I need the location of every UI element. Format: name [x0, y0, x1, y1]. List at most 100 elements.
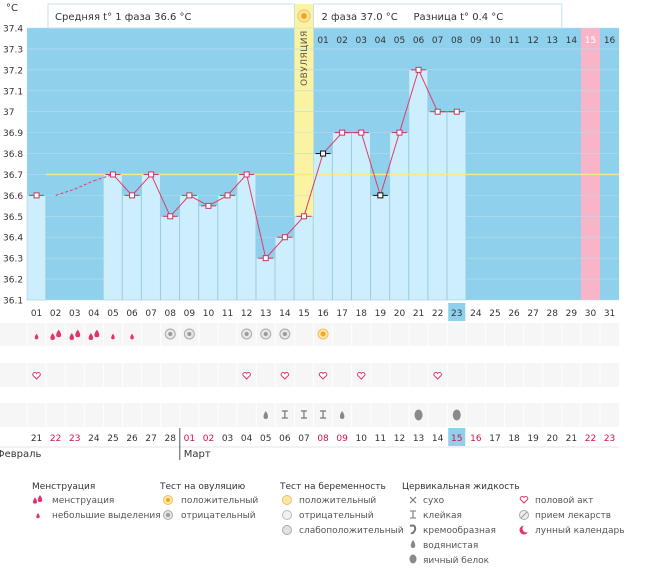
post-ovulation-day-label: 09	[470, 36, 482, 46]
menstruation-light-icon	[34, 333, 39, 340]
phase-difference: Разница t° 0.4 °C	[414, 12, 504, 23]
menstruation-heavy-icon	[69, 333, 74, 340]
legend-creamy-icon	[409, 524, 417, 535]
temperature-line-segment	[418, 69, 439, 112]
legend-pregnancy-negative-icon	[282, 510, 292, 520]
phase1-box	[47, 3, 295, 29]
temperature-bar	[332, 132, 352, 301]
temperature-bar	[103, 174, 123, 301]
post-ovulation-day-label: 03	[356, 36, 367, 46]
legend-item-label: половой акт	[535, 496, 593, 506]
heart-icon	[242, 372, 251, 380]
ovulation-test-negative-core	[168, 332, 173, 336]
cycle-day-label: 06	[126, 309, 138, 319]
y-tick-label: 36.7	[3, 171, 23, 181]
cycle-day-label: 25	[489, 309, 500, 319]
calendar-date-label: 03	[222, 434, 233, 444]
cycle-day-label: 28	[547, 309, 559, 319]
temperature-line-segment	[284, 215, 305, 238]
phase1-average: Средняя t° 1 фаза 36.6 °C	[55, 12, 192, 23]
temperature-point	[320, 150, 327, 157]
y-tick-label: 36.3	[3, 255, 23, 265]
cycle-day-label: 16	[317, 309, 329, 319]
calendar-date-label: 05	[260, 434, 271, 444]
temperature-line-segment	[189, 194, 209, 207]
temperature-line-segment	[112, 174, 133, 196]
cervical-watery-icon	[263, 411, 268, 419]
cervical-sticky-icon	[281, 410, 288, 419]
post-ovulation-day-label: 15	[585, 36, 596, 46]
calendar-date-label: 17	[489, 434, 500, 444]
temperature-bar	[236, 174, 256, 301]
cycle-day-label: 13	[260, 309, 271, 319]
legend-title: Тест на овуляцию	[159, 482, 246, 492]
cycle-day-label: 11	[222, 309, 233, 319]
legend-sticky-icon	[410, 510, 416, 519]
legend-item-label: яичный белок	[423, 556, 490, 566]
legend-item-label: слабоположительный	[299, 526, 404, 536]
y-tick-label: 36.8	[3, 150, 23, 160]
temperature-point	[33, 192, 40, 199]
heart-icon	[318, 372, 328, 380]
temperature-point	[453, 108, 460, 115]
legend-item-label: отрицательный	[299, 511, 374, 521]
legend-title: Цервикальная жидкость	[402, 482, 520, 492]
temperature-bar	[198, 205, 218, 301]
post-ovulation-day-label: 01	[317, 36, 328, 46]
temperature-bar	[122, 195, 142, 301]
temperature-bar	[26, 195, 46, 301]
sun-icon-core	[300, 13, 307, 19]
y-tick-label: 37.1	[3, 87, 23, 97]
temperature-point	[281, 234, 288, 241]
legend-menstruation-icon	[32, 497, 38, 504]
temperature-bar	[217, 195, 237, 301]
menstruation-heavy-icon	[56, 329, 62, 338]
temperature-line-segment	[246, 174, 267, 259]
ovulation-label: ОВУЛЯЦИЯ	[300, 30, 310, 86]
temperature-bar	[427, 111, 447, 301]
legend-item-label: положительный	[181, 496, 258, 506]
temperature-line-segment	[379, 132, 400, 196]
legend-item-label: клейкая	[423, 511, 462, 521]
cycle-day-label: 08	[165, 309, 177, 319]
cycle-day-label: 03	[69, 309, 80, 319]
y-tick-label: 36.9	[3, 129, 23, 139]
post-ovulation-day-label: 16	[604, 36, 616, 46]
symptom-row-bg	[0, 403, 620, 427]
cycle-day-label: 18	[356, 309, 368, 319]
legend-item-label: менструация	[52, 496, 114, 506]
menstruation-heavy-icon	[94, 329, 100, 338]
legend-pregnancy-faint-icon	[282, 525, 292, 535]
cervical-sticky-icon	[300, 410, 307, 419]
legend-item-label: прием лекарств	[535, 511, 611, 521]
ovulation-test-negative-core	[187, 332, 192, 336]
temperature-line-segment	[208, 194, 228, 207]
temperature-bar	[446, 111, 467, 301]
legend-item-label: положительный	[299, 496, 376, 506]
post-ovulation-day-label: 04	[375, 36, 387, 46]
legend-title: Менструация	[32, 482, 95, 492]
y-tick-label: 37.3	[3, 45, 23, 55]
temperature-bar	[255, 257, 276, 301]
cycle-day-label: 21	[413, 309, 424, 319]
legend-moon-icon-cut	[522, 524, 531, 533]
temperature-line-segment	[303, 153, 324, 217]
temperature-line-segment	[398, 69, 420, 133]
calendar-date-label: 06	[279, 434, 291, 444]
month-label: Март	[184, 449, 211, 460]
menstruation-heavy-icon	[50, 333, 55, 340]
cycle-day-label: 27	[527, 309, 538, 319]
temperature-point	[109, 171, 116, 178]
cycle-day-label: 17	[336, 309, 347, 319]
y-tick-label: 36.4	[3, 234, 23, 244]
post-ovulation-day-label: 06	[413, 36, 425, 46]
temperature-bar	[141, 174, 161, 301]
y-tick-label: 37.4	[3, 25, 23, 35]
cycle-day-label: 05	[107, 309, 118, 319]
cervical-watery-icon	[339, 411, 345, 419]
temperature-point	[129, 192, 136, 199]
cycle-day-label: 02	[50, 309, 61, 319]
symptom-row-bg	[0, 363, 620, 387]
calendar-date-label: 12	[394, 434, 405, 444]
temperature-point	[339, 129, 346, 136]
